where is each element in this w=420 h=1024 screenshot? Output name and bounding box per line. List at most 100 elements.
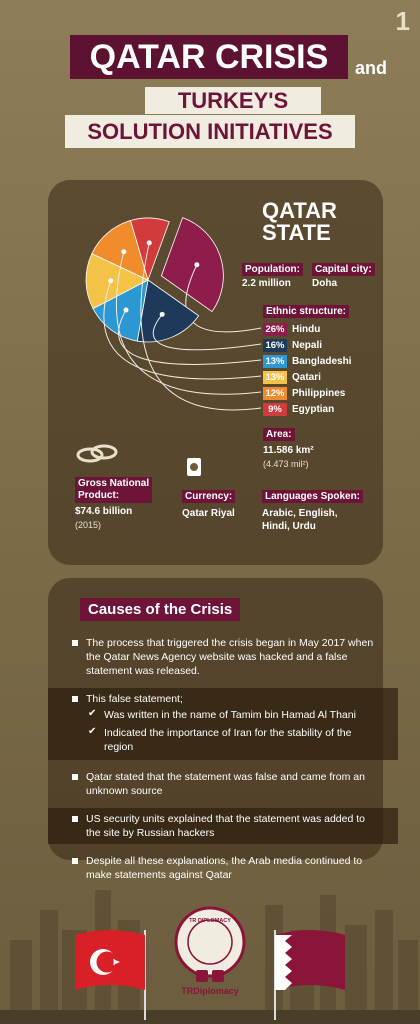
logo <box>174 906 246 978</box>
pie-slice <box>130 217 170 282</box>
leader-dot <box>159 311 165 317</box>
logo-ring <box>187 919 233 965</box>
ethnic-percent: 9% <box>263 402 287 416</box>
value: Doha <box>312 278 337 289</box>
twitter-icon[interactable] <box>196 970 208 982</box>
ethnic-percent: 13% <box>263 354 287 368</box>
flag-star <box>113 958 120 966</box>
leader-dot <box>121 249 127 255</box>
leader-dot <box>146 240 152 246</box>
value: 11.586 km² <box>263 445 314 456</box>
ethnic-percent: 13% <box>263 370 287 384</box>
value: $74.6 billion <box>75 506 133 517</box>
ethnic-row: 13% Qatari <box>263 369 351 385</box>
causes-list: The process that triggered the crisis be… <box>48 632 398 892</box>
pie-slice <box>136 279 200 343</box>
state-title-line: QATAR <box>262 198 337 223</box>
check: ✔ <box>88 708 97 719</box>
ethnic-name: Bangladeshi <box>292 355 352 367</box>
bullet <box>72 640 78 646</box>
leader-line <box>152 314 262 351</box>
label: Currency: <box>182 490 236 503</box>
value: Qatar Riyal <box>182 508 235 519</box>
ground <box>0 1010 420 1024</box>
subtitle: TURKEY'S <box>145 87 321 114</box>
flag-crescent <box>96 951 118 973</box>
ethnic-row: 12% Philippines <box>263 385 351 401</box>
logo-text: TR DIPLOMACY <box>189 918 231 924</box>
cause-subitem: ✔ Indicated the importance of Iran for th… <box>86 724 376 756</box>
check: ✔ <box>88 726 97 737</box>
pie-chart <box>76 217 262 476</box>
qatar-flag <box>275 930 345 990</box>
qatar-flag-white <box>275 935 292 990</box>
ethnic-name: Nepali <box>292 339 323 351</box>
label: Gross National Product: <box>75 477 153 503</box>
ethnic-row: 16% Nepali <box>263 337 351 353</box>
ethnic-percent: 26% <box>263 322 287 336</box>
cause-subitem: ✔ Was written in the name of Tamim bin Ha… <box>86 706 376 724</box>
cause-item: US security units explained that the sta… <box>48 808 398 844</box>
bullet <box>72 774 78 780</box>
title: QATAR CRISIS <box>70 35 348 79</box>
value: Hindi, Urdu <box>262 521 316 532</box>
cause-item: The process that triggered the crisis be… <box>48 632 398 682</box>
cause-text: Despite all these explanations, the Arab… <box>86 855 363 881</box>
skyline: TR DIPLOMACY TRDiplomacy <box>0 890 420 1024</box>
pie-slice <box>92 279 149 342</box>
money-icon <box>187 458 201 476</box>
leader-line <box>140 242 262 411</box>
pie-slice <box>91 220 149 281</box>
cause-text: The process that triggered the crisis be… <box>86 637 374 677</box>
note: (4.473 mil²) <box>263 459 309 469</box>
label-line: Gross National <box>78 478 150 489</box>
cause-item: This false statement; ✔ Was written in the… <box>48 688 398 760</box>
pie-slice <box>160 217 224 313</box>
leader-dot <box>194 262 200 268</box>
subitem-text: Indicated the importance of Iran for the… <box>104 727 352 753</box>
rings-icon <box>76 444 118 463</box>
ethnic-row: 9% Egyptian <box>263 401 351 417</box>
cause-text: US security units explained that the sta… <box>86 813 365 839</box>
label: Population: <box>242 263 303 276</box>
ethnic-percent: 12% <box>263 386 287 400</box>
facebook-icon[interactable] <box>212 970 224 982</box>
label: Capital city: <box>312 263 375 276</box>
bullet <box>72 696 78 702</box>
bullet <box>72 858 78 864</box>
ethnic-name: Hindu <box>292 323 321 335</box>
state-title: QATAR STATE <box>262 200 337 244</box>
label: Ethnic structure: <box>263 305 350 318</box>
cause-item: Despite all these explanations, the Arab… <box>48 850 398 886</box>
cause-text: Qatar stated that the statement was fals… <box>86 771 365 797</box>
handle[interactable]: TRDiplomacy <box>181 986 239 996</box>
cause-text: This false statement; <box>86 693 183 705</box>
ethnic-list: 26% Hindu 16% Nepali 13% Bangladeshi 13% Qatari… <box>263 321 351 417</box>
subtitle: SOLUTION INITIATIVES <box>65 115 355 148</box>
causes-title: Causes of the Crisis <box>80 598 241 621</box>
leader-dot <box>123 307 129 313</box>
ethnic-percent: 16% <box>263 338 287 352</box>
leader-dot <box>108 278 114 284</box>
subitem-text: Was written in the name of Tamim bin Ham… <box>104 709 356 721</box>
leader-line <box>118 309 262 365</box>
pie-slice <box>85 253 149 310</box>
label: Languages Spoken: <box>262 490 364 503</box>
bullet <box>72 816 78 822</box>
state-title-line: STATE <box>262 220 331 245</box>
value: 2.2 million <box>242 278 291 289</box>
cause-item: Qatar stated that the statement was fals… <box>48 766 398 802</box>
connector: and <box>355 58 388 78</box>
label: Area: <box>263 428 295 441</box>
label-line: Product: <box>78 490 120 501</box>
leader-line <box>103 280 262 380</box>
page-number: 1 <box>395 6 410 36</box>
value: Arabic, English, <box>262 508 338 519</box>
ethnic-name: Egyptian <box>292 403 335 415</box>
ethnic-row: 26% Hindu <box>263 321 351 337</box>
ethnic-row: 13% Bangladeshi <box>263 353 351 369</box>
ethnic-name: Philippines <box>292 387 346 399</box>
ethnic-name: Qatari <box>292 371 321 383</box>
note: (2015) <box>75 520 102 530</box>
